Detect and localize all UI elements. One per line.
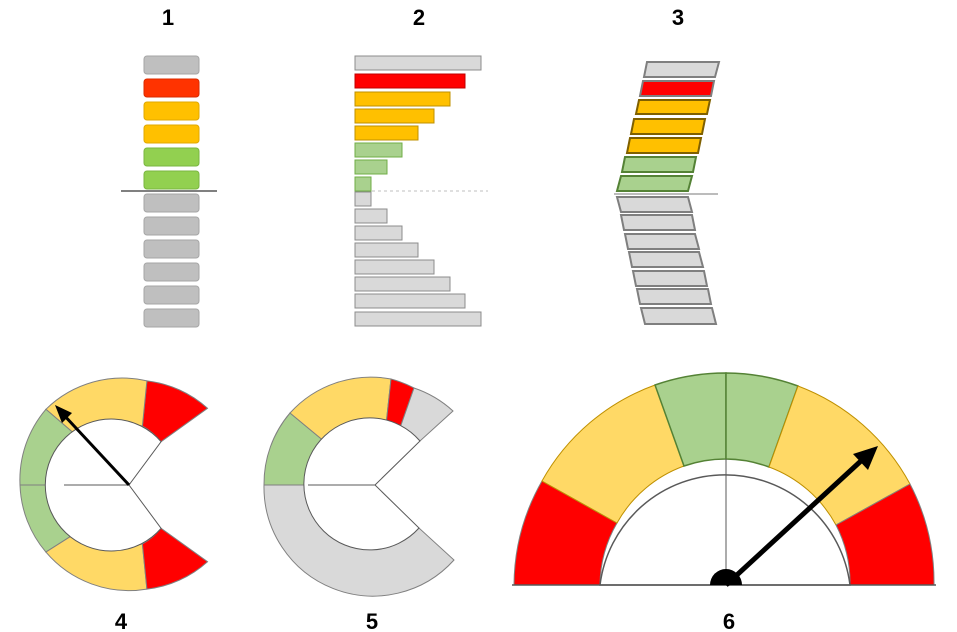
panel-1-stacked-pills bbox=[121, 55, 217, 328]
slant-bar-red bbox=[638, 80, 716, 97]
slant-bar-yellow bbox=[629, 118, 707, 135]
needle-arrowhead bbox=[55, 405, 72, 423]
bar-red bbox=[354, 73, 466, 89]
slant-bar-yellow bbox=[634, 99, 712, 115]
pill-yellow bbox=[143, 101, 200, 121]
bar-gray bbox=[354, 276, 451, 292]
bar-gray bbox=[354, 242, 419, 258]
bar-gray bbox=[354, 191, 372, 207]
panel-4-gauge-ring bbox=[19, 377, 209, 592]
bar-gray bbox=[354, 225, 403, 241]
gauge-inner bbox=[599, 474, 851, 586]
pill-green bbox=[143, 170, 200, 190]
ring-inner bbox=[303, 417, 421, 551]
slant-bar-green bbox=[620, 156, 698, 173]
pill-gray bbox=[143, 285, 200, 305]
pill-gray bbox=[143, 262, 200, 282]
bar-yellow bbox=[354, 91, 451, 107]
label-4: 4 bbox=[115, 609, 128, 632]
bar-yellow bbox=[354, 125, 419, 141]
needle-arrowhead bbox=[853, 446, 878, 470]
label-3: 3 bbox=[672, 5, 684, 30]
bar-gray bbox=[354, 259, 435, 275]
label-6: 6 bbox=[723, 609, 735, 632]
slant-bar-gray bbox=[619, 214, 697, 231]
needle-hub bbox=[710, 569, 742, 585]
bar-gray bbox=[354, 293, 466, 309]
pill-gray bbox=[143, 193, 200, 213]
pill-green bbox=[143, 147, 200, 167]
label-5: 5 bbox=[366, 609, 378, 632]
pill-yellow bbox=[143, 124, 200, 144]
pill-gray bbox=[143, 239, 200, 259]
bar-yellow bbox=[354, 108, 435, 124]
pill-gray bbox=[143, 216, 200, 236]
bar-gray bbox=[354, 55, 482, 71]
panel-3-slanted-bars bbox=[614, 61, 721, 325]
slant-bar-gray bbox=[627, 251, 705, 268]
label-1: 1 bbox=[162, 5, 174, 30]
bar-green bbox=[354, 159, 388, 175]
label-2: 2 bbox=[413, 5, 425, 30]
slant-bar-gray bbox=[623, 233, 701, 250]
bar-gray bbox=[354, 311, 482, 327]
bar-green bbox=[354, 176, 372, 192]
pill-red bbox=[143, 78, 200, 98]
slant-bar-gray bbox=[642, 61, 721, 78]
panel-2-tapered-bars bbox=[354, 55, 488, 327]
bar-green bbox=[354, 142, 403, 158]
panel-5-gauge-ring-filled bbox=[263, 376, 455, 597]
slant-bar-gray bbox=[631, 270, 709, 287]
pill-gray bbox=[143, 308, 200, 328]
pill-gray bbox=[143, 55, 200, 75]
needle bbox=[60, 411, 131, 487]
slant-bar-yellow bbox=[625, 137, 703, 154]
needle bbox=[724, 458, 864, 587]
slant-bar-gray bbox=[639, 307, 718, 325]
bar-gray bbox=[354, 208, 388, 224]
panel-6-semicircle-gauge bbox=[512, 372, 936, 587]
slant-bar-green bbox=[615, 175, 694, 192]
slant-bar-gray bbox=[635, 288, 713, 305]
slant-bar-gray bbox=[615, 196, 694, 213]
